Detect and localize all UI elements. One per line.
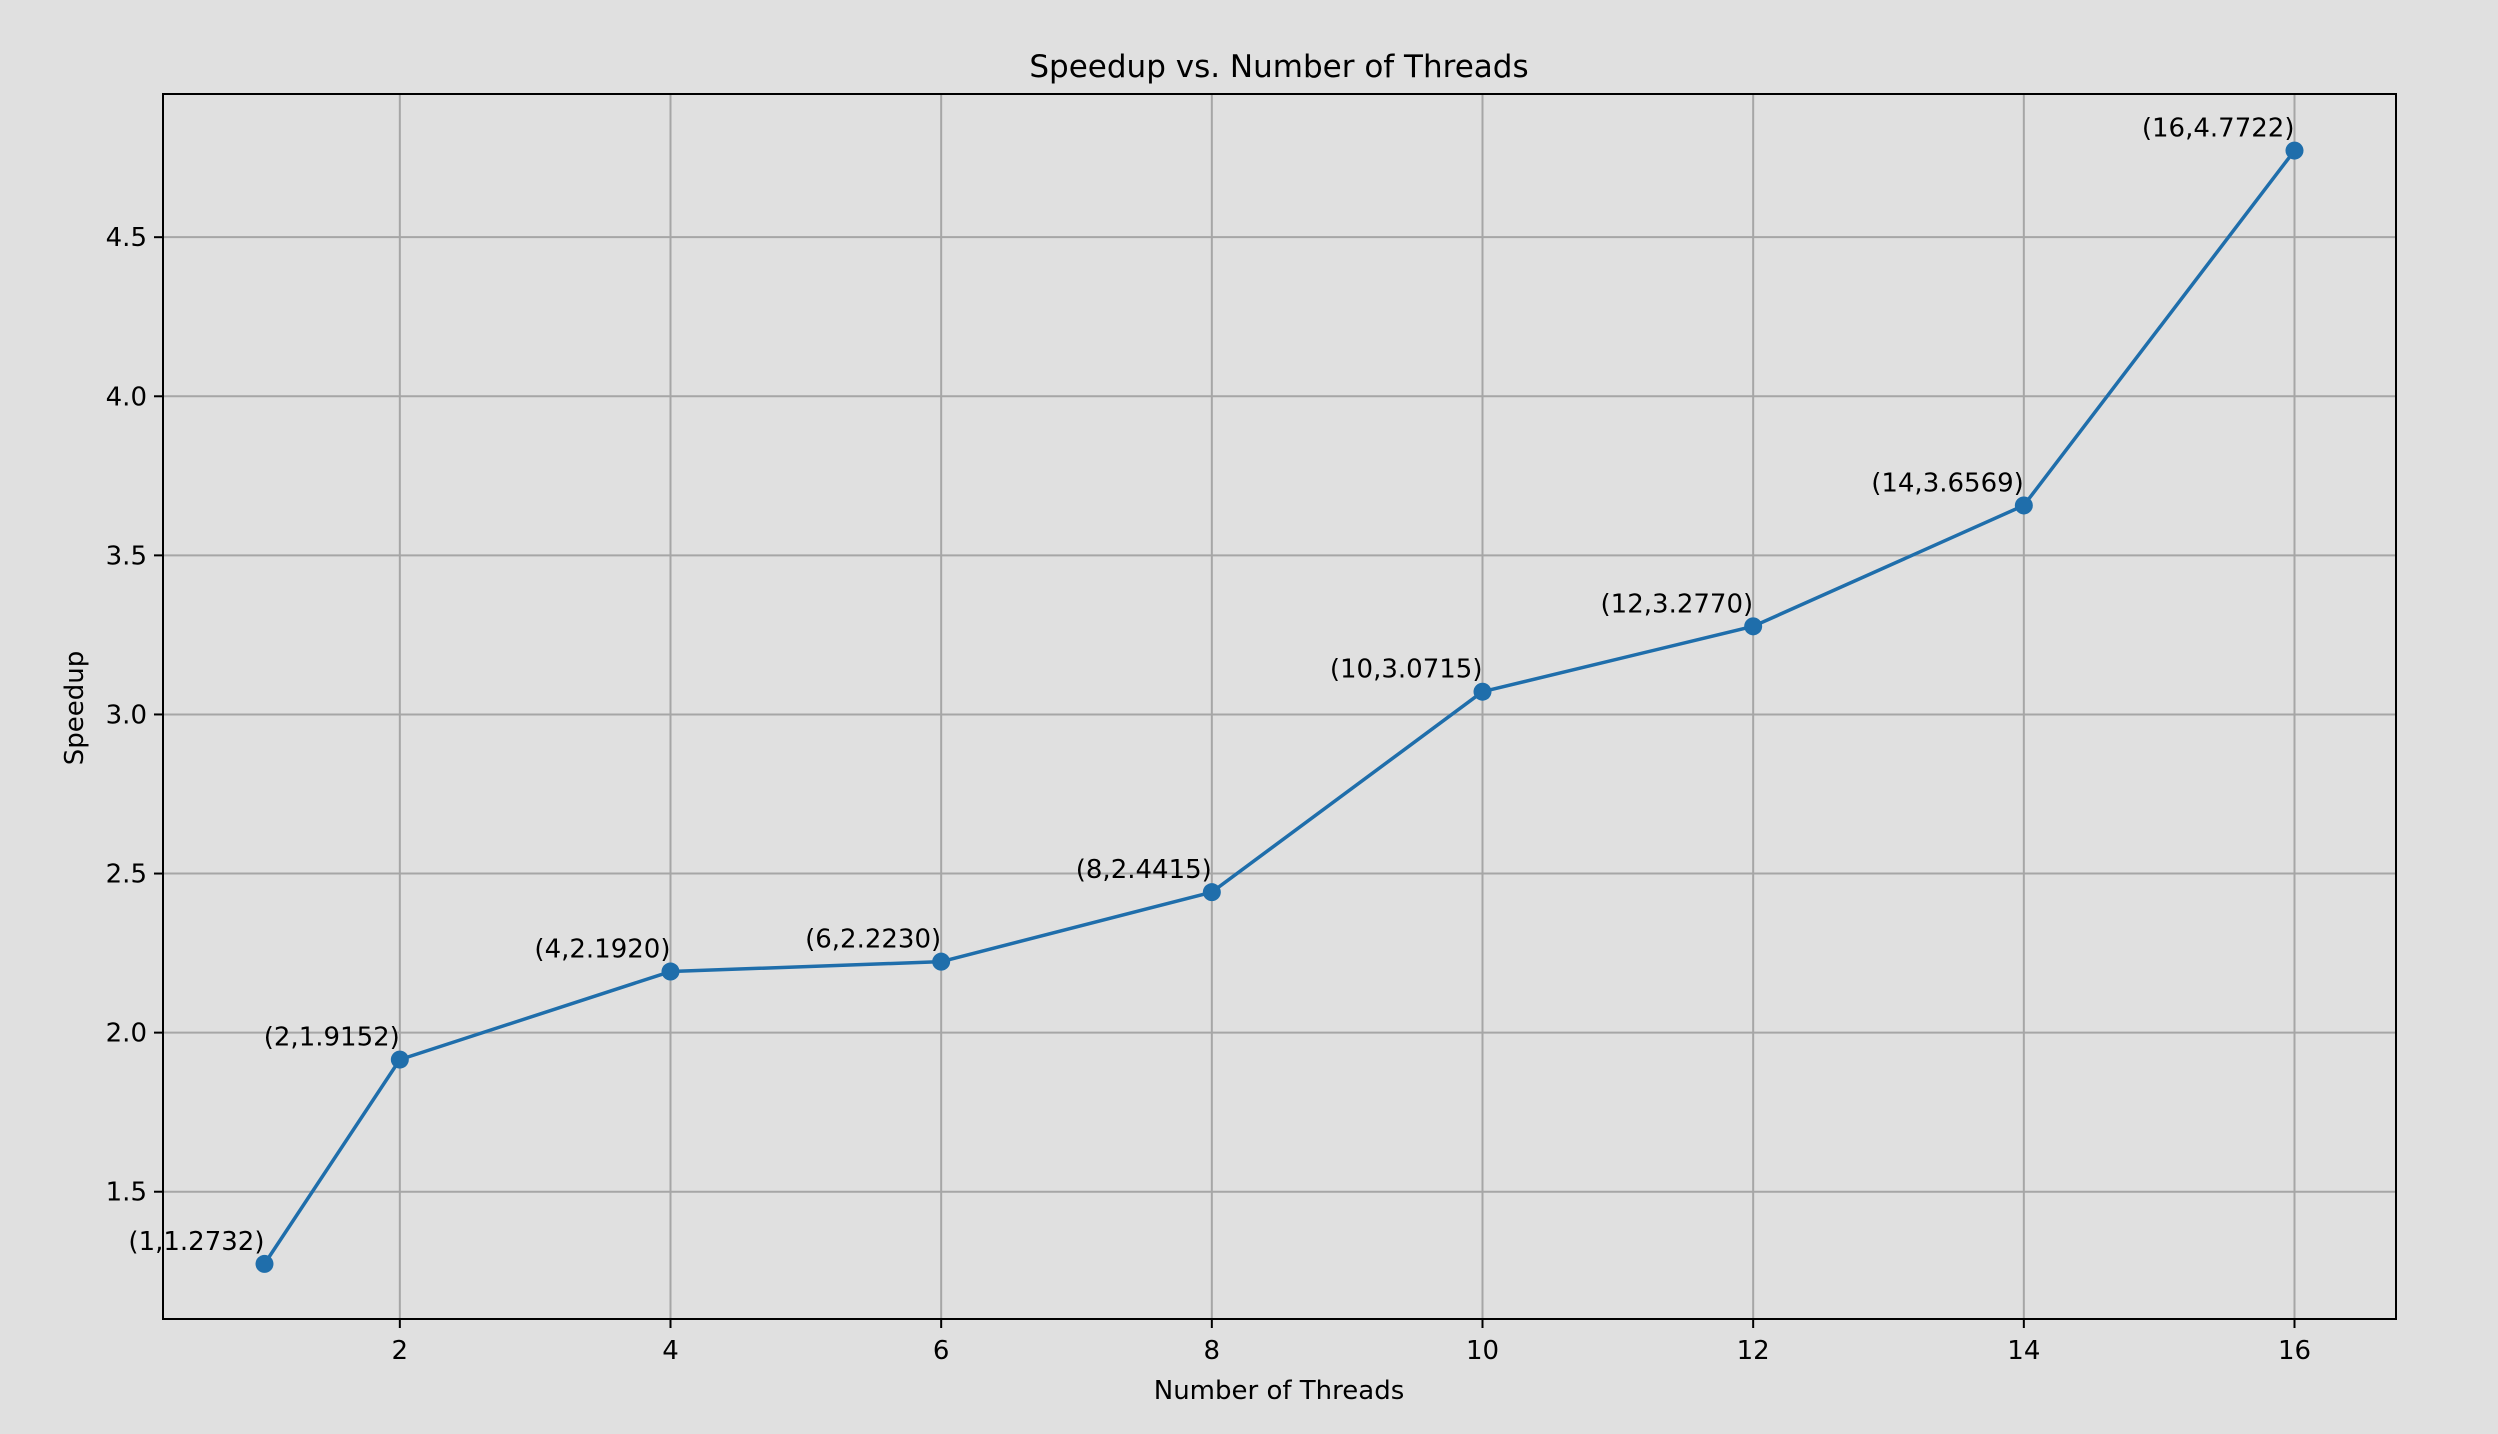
chart-title: Speedup vs. Number of Threads <box>1029 49 1528 85</box>
data-point-label: (14,3.6569) <box>1871 468 2024 498</box>
data-point-label: (1,1.2732) <box>128 1227 264 1257</box>
y-tick-label: 4.0 <box>106 382 147 412</box>
x-tick-label: 4 <box>662 1336 679 1366</box>
x-tick-label: 12 <box>1737 1336 1770 1366</box>
x-tick-label: 14 <box>2007 1336 2040 1366</box>
ticks-layer: 2 4 6 8 10 12 14 16 1.5 2.0 2.5 3.0 3.5 4.0 4.5 <box>106 223 2311 1366</box>
y-tick-label: 2.0 <box>106 1019 147 1049</box>
plot-frame <box>162 93 2397 1320</box>
y-tick-label: 1.5 <box>106 1178 147 1208</box>
series-layer <box>255 141 2304 1273</box>
x-tick-label: 10 <box>1466 1336 1499 1366</box>
series-line <box>263 149 2296 1265</box>
x-tick-label: 6 <box>933 1336 950 1366</box>
data-point-label: (10,3.0715) <box>1330 655 1483 685</box>
data-point-label: (12,3.2770) <box>1601 589 1754 619</box>
x-axis-label: Number of Threads <box>1154 1376 1405 1406</box>
y-tick-label: 2.5 <box>106 860 147 890</box>
labels-layer: (1,1.2732) (2,1.9152) (4,2.1920) (6,2.2230)… <box>128 114 2294 1257</box>
y-axis-label: Speedup <box>60 651 90 766</box>
data-point-label: (16,4.7722) <box>2142 114 2295 144</box>
data-point-marker <box>255 1254 274 1273</box>
data-point-marker <box>1202 883 1221 902</box>
data-point-label: (8,2.4415) <box>1076 855 1212 885</box>
data-point-marker <box>1473 682 1492 701</box>
data-point-marker <box>2285 141 2304 160</box>
y-tick-label: 3.0 <box>106 700 147 730</box>
data-point-marker <box>2014 496 2033 515</box>
data-point-label: (4,2.1920) <box>534 935 670 965</box>
y-tick-label: 4.5 <box>106 223 147 253</box>
x-tick-label: 16 <box>2278 1336 2311 1366</box>
x-tick-label: 8 <box>1204 1336 1221 1366</box>
data-point-label: (2,1.9152) <box>264 1023 400 1053</box>
data-point-marker <box>390 1050 409 1069</box>
data-point-label: (6,2.2230) <box>805 925 941 955</box>
data-point-marker <box>661 962 680 981</box>
grid-layer <box>163 94 2396 1319</box>
data-point-marker <box>932 952 951 971</box>
data-point-marker <box>1744 617 1763 636</box>
x-tick-label: 2 <box>392 1336 409 1366</box>
y-tick-label: 3.5 <box>106 541 147 571</box>
